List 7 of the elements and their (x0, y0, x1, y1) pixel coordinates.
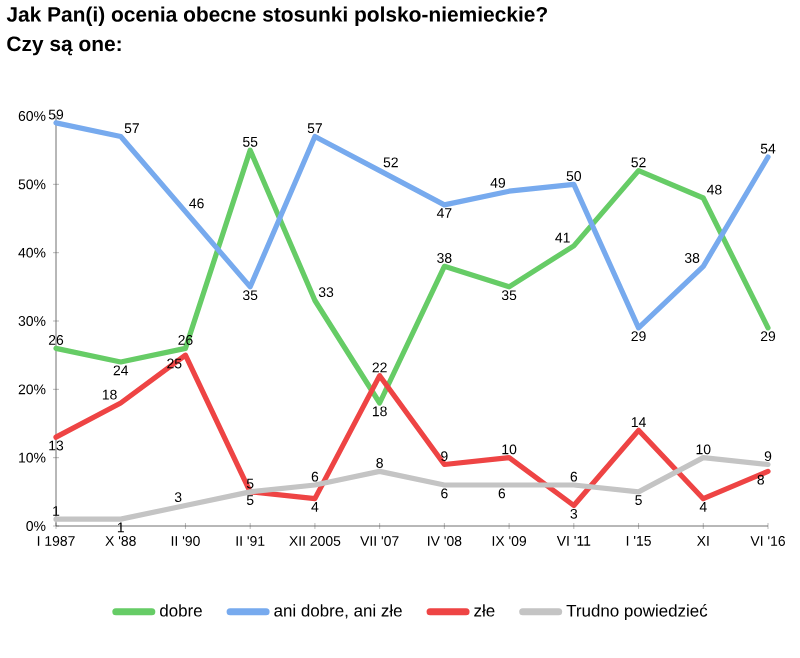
legend-label: dobre (160, 604, 202, 617)
line-series (53, 352, 771, 509)
legend-label: Trudno powiedzieć (566, 604, 708, 621)
legend-label: złe (474, 604, 495, 617)
chart-title: Jak Pan(i) ocenia obecne stosunki polsko-niemieckie? (6, 6, 547, 26)
chart-subtitle: Czy są one: (7, 36, 121, 56)
legend-label: ani dobre, ani złe (274, 604, 402, 619)
